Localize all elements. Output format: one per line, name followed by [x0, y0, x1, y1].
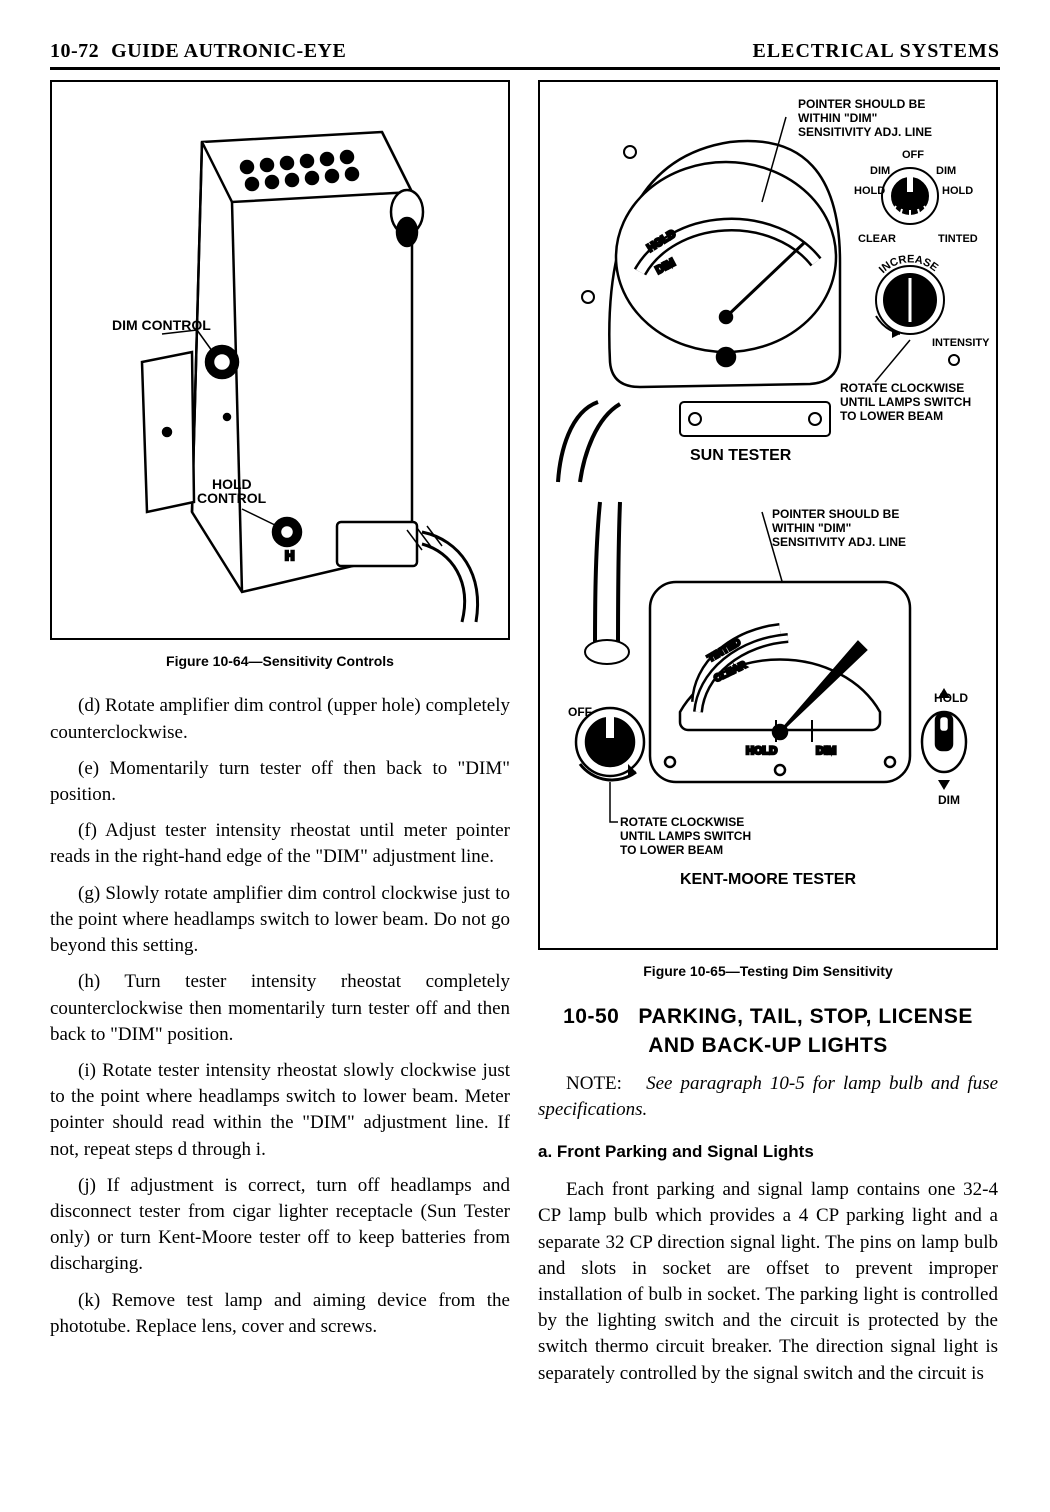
- fig64-caption-prefix: Figure 10-64—: [166, 653, 262, 669]
- note-label: NOTE:: [566, 1073, 622, 1094]
- fig64-caption-title: Sensitivity Controls: [263, 653, 394, 669]
- sun-clear: CLEAR: [858, 233, 896, 245]
- section-10-50-heading: 10-50 PARKING, TAIL, STOP, LICENSE AND B…: [538, 1003, 998, 1061]
- para-e: (e) Momentarily turn tester off then bac…: [50, 756, 510, 808]
- sensitivity-controls-drawing: H: [52, 82, 508, 638]
- sun-rotate-l3: TO LOWER BEAM: [840, 409, 943, 423]
- svg-text:HOLD: HOLD: [746, 745, 777, 757]
- sun-pointer-l2: WITHIN "DIM": [798, 111, 877, 125]
- svg-text:H: H: [285, 548, 294, 563]
- sun-hold-r: HOLD: [942, 185, 973, 197]
- kent-moore-label: KENT-MOORE TESTER: [680, 871, 856, 888]
- km-rotate-l3: TO LOWER BEAM: [620, 843, 723, 857]
- page-number: 10-72: [50, 40, 99, 62]
- km-pointer-l3: SENSITIVITY ADJ. LINE: [772, 535, 906, 549]
- km-pointer-l2: WITHIN "DIM": [772, 521, 851, 535]
- para-h: (h) Turn tester intensity rheostat compl…: [50, 969, 510, 1048]
- sun-rotate-l2: UNTIL LAMPS SWITCH: [840, 395, 971, 409]
- fig65-caption-prefix: Figure 10-65—: [643, 963, 739, 979]
- figure-10-64-box: H: [50, 80, 510, 640]
- km-rotate-l1: ROTATE CLOCKWISE: [620, 815, 744, 829]
- svg-text:DIM: DIM: [816, 745, 836, 757]
- sun-intensity: INTENSITY: [932, 337, 990, 349]
- figure-10-64-caption: Figure 10-64—Sensitivity Controls: [50, 652, 510, 671]
- sun-dim-r: DIM: [936, 165, 956, 177]
- sun-off-label: OFF: [902, 149, 924, 161]
- km-rotate-l2: UNTIL LAMPS SWITCH: [620, 829, 751, 843]
- km-dim: DIM: [938, 793, 960, 807]
- sun-tinted: TINTED: [938, 233, 978, 245]
- two-column-layout: H: [50, 80, 1000, 1397]
- heading-title: PARKING, TAIL, STOP, LICENSE AND BACK-UP…: [638, 1005, 973, 1057]
- figure-10-65-caption: Figure 10-65—Testing Dim Sensitivity: [538, 962, 998, 981]
- subsection-a-heading: a. Front Parking and Signal Lights: [538, 1140, 998, 1163]
- km-off: OFF: [568, 705, 592, 719]
- figure-10-65-box: HOLD DIM: [538, 80, 998, 950]
- page-header: 10-72 GUIDE AUTRONIC-EYE ELECTRICAL SYST…: [50, 40, 1000, 70]
- sun-pointer-l3: SENSITIVITY ADJ. LINE: [798, 125, 932, 139]
- heading-num: 10-50: [563, 1005, 619, 1028]
- fig65-caption-title: Testing Dim Sensitivity: [740, 963, 893, 979]
- sun-pointer-l1: POINTER SHOULD BE: [798, 97, 925, 111]
- para-i: (i) Rotate tester intensity rheostat slo…: [50, 1058, 510, 1163]
- testing-dim-sensitivity-drawing: HOLD DIM: [540, 82, 996, 948]
- sun-hold-l: HOLD: [854, 185, 885, 197]
- sun-tester-label: SUN TESTER: [690, 447, 792, 464]
- header-left: 10-72 GUIDE AUTRONIC-EYE: [50, 40, 346, 63]
- para-k: (k) Remove test lamp and aiming device f…: [50, 1288, 510, 1340]
- para-g: (g) Slowly rotate amplifier dim control …: [50, 881, 510, 960]
- km-pointer-l1: POINTER SHOULD BE: [772, 507, 899, 521]
- header-title-right: ELECTRICAL SYSTEMS: [752, 40, 1000, 63]
- sun-dim-l: DIM: [870, 165, 890, 177]
- note-paragraph: NOTE: See paragraph 10-5 for lamp bulb a…: [538, 1071, 998, 1123]
- right-para-1: Each front parking and signal lamp conta…: [538, 1177, 998, 1387]
- para-d: (d) Rotate amplifier dim control (upper …: [50, 693, 510, 745]
- para-f: (f) Adjust tester intensity rheostat unt…: [50, 818, 510, 870]
- sun-rotate-l1: ROTATE CLOCKWISE: [840, 381, 964, 395]
- para-j: (j) If adjustment is correct, turn off h…: [50, 1173, 510, 1278]
- dim-control-label: DIM CONTROL: [112, 317, 211, 333]
- header-title-left: GUIDE AUTRONIC-EYE: [111, 40, 346, 62]
- right-column: HOLD DIM: [538, 80, 998, 1397]
- left-column: H: [50, 80, 510, 1397]
